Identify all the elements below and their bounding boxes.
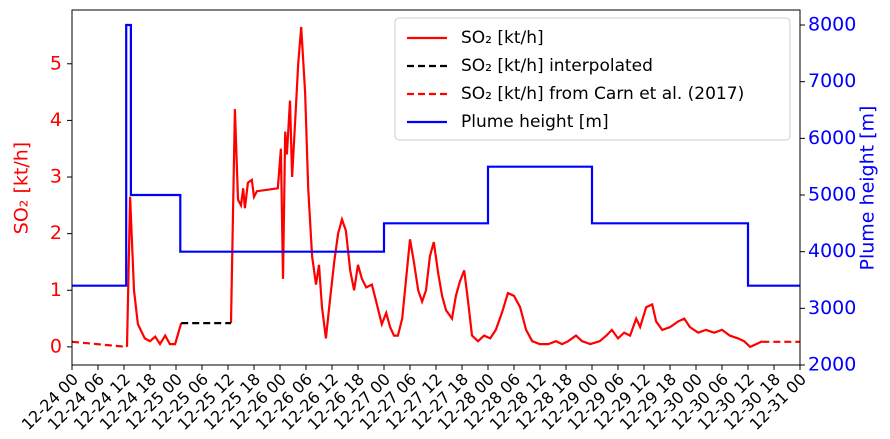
y2-tick-label: 7000 [808, 70, 856, 92]
y-tick-label: 5 [50, 52, 62, 74]
y-tick-label: 0 [50, 335, 62, 357]
y-axis-label: SO₂ [kt/h] [11, 142, 33, 234]
y2-tick-label: 6000 [808, 127, 856, 149]
y-tick-label: 3 [50, 166, 62, 188]
y2-tick-label: 4000 [808, 240, 856, 262]
y2-axis-label: Plume height [m] [857, 106, 879, 271]
y-tick-label: 4 [50, 109, 62, 131]
y2-tick-label: 8000 [808, 14, 856, 36]
series-line [125, 26, 763, 349]
legend-label: SO₂ [kt/h] [461, 28, 544, 48]
legend-box [394, 17, 791, 141]
legend-label: SO₂ [kt/h] from Carn et al. (2017) [461, 84, 744, 104]
y2-tick-label: 5000 [808, 184, 856, 206]
y-tick-label: 2 [50, 222, 62, 244]
y2-tick-label: 3000 [808, 297, 856, 319]
legend-label: SO₂ [kt/h] interpolated [461, 56, 653, 76]
y-tick-label: 1 [50, 279, 62, 301]
plot-frame [71, 9, 801, 366]
series-line [72, 23, 800, 287]
series-line [71, 340, 800, 348]
legend-label: Plume height [m] [461, 112, 609, 132]
y2-tick-label: 2000 [808, 354, 856, 376]
